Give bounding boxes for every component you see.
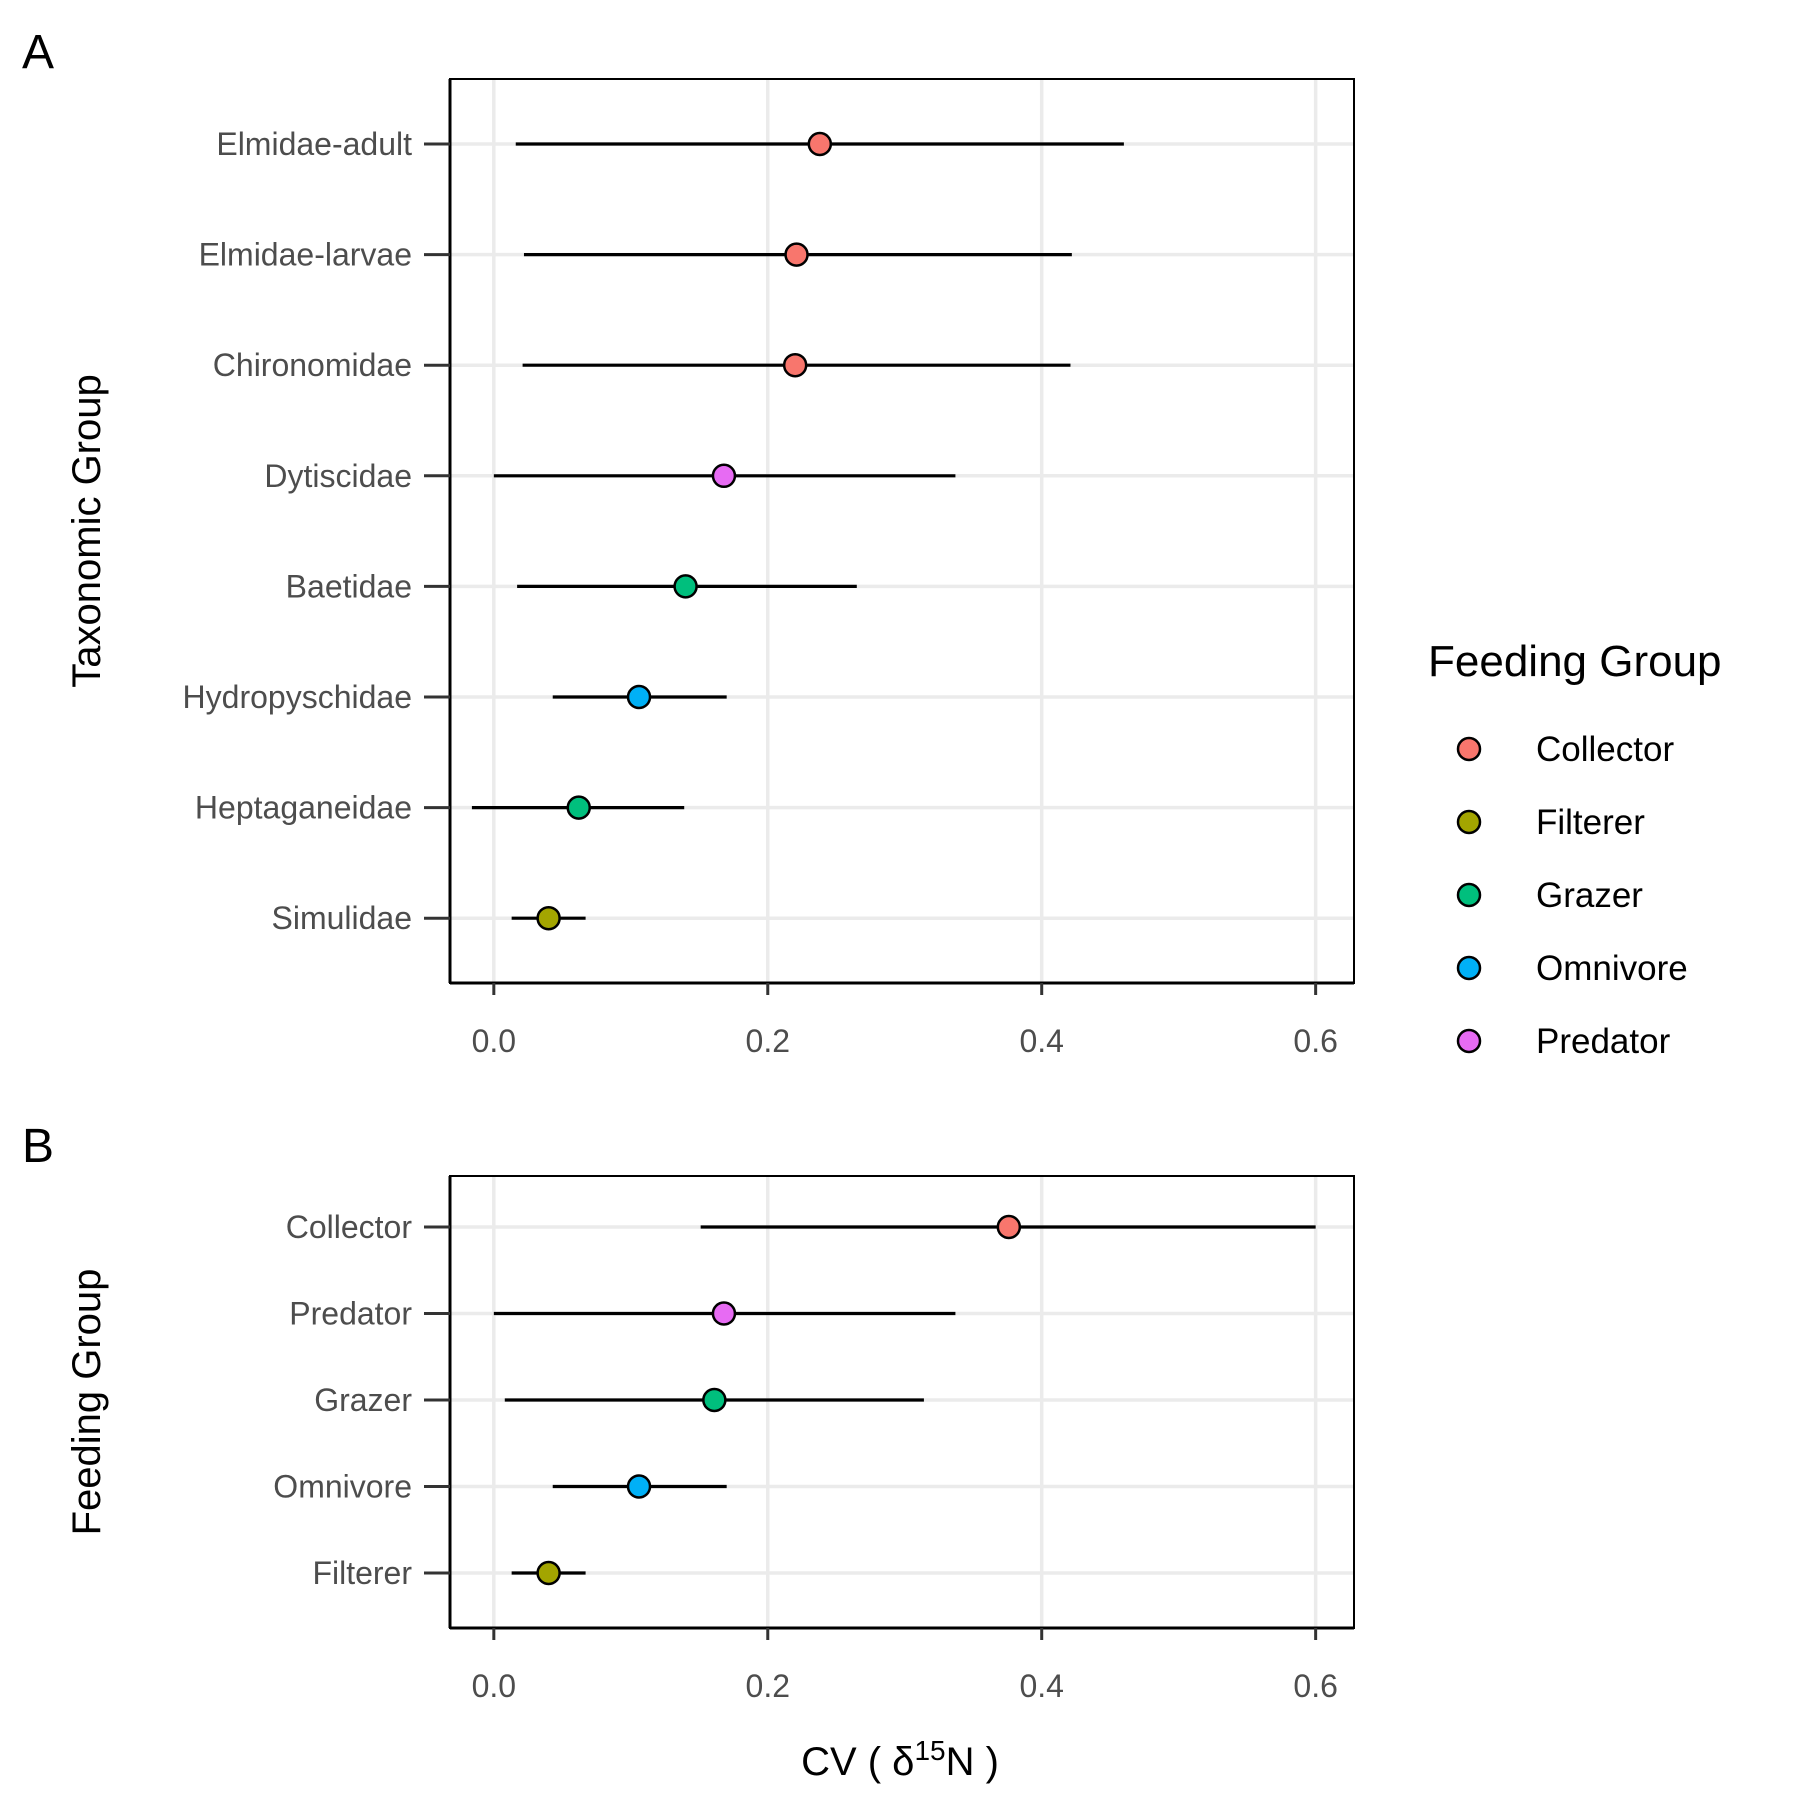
data-point [782, 352, 808, 378]
y-tick-label: Filterer [312, 1555, 412, 1591]
data-point [807, 131, 833, 157]
y-tick-label: Baetidae [286, 568, 412, 604]
y-tick-label: Grazer [314, 1382, 412, 1418]
x-tick-label: 0.2 [746, 1668, 790, 1704]
y-tick-label: Simulidae [271, 900, 412, 936]
x-tick-label: 0.6 [1293, 1668, 1337, 1704]
data-point [673, 574, 698, 599]
legend-key [1456, 1028, 1482, 1054]
panel-label: B [22, 1120, 54, 1173]
legend-key [1456, 736, 1482, 762]
x-tick-label: 0.0 [472, 1668, 516, 1704]
x-tick-label: 0.4 [1019, 1668, 1063, 1704]
y-tick-label: Collector [286, 1209, 413, 1245]
x-tick-label: 0.2 [746, 1023, 790, 1059]
y-tick-label: Elmidae-larvae [199, 237, 412, 273]
legend-key [1456, 955, 1482, 981]
data-point [996, 1214, 1022, 1240]
y-tick-label: Dytiscidae [264, 458, 412, 494]
x-tick-label: 0.4 [1019, 1023, 1063, 1059]
y-tick-label: Hydropyschidae [183, 679, 412, 715]
chart-panel: 0.0 0.2 0.4 0.6 Collector Predator Grazer Omniv… [65, 1175, 1355, 1704]
data-point [626, 684, 652, 710]
data-point [711, 463, 737, 489]
data-point [536, 1560, 561, 1586]
y-axis-title: Feeding Group [65, 1269, 109, 1536]
x-tick-label: 0.0 [472, 1023, 516, 1059]
legend-label: Predator [1536, 1022, 1671, 1061]
data-point [702, 1387, 727, 1413]
y-axis-title: Taxonomic Group [65, 374, 109, 687]
legend-title: Feeding Group [1428, 637, 1722, 686]
legend-label: Filterer [1536, 803, 1645, 842]
panel-label: A [22, 26, 54, 79]
y-tick-label: Predator [289, 1296, 412, 1332]
legend: Feeding Group Collector Filterer Grazer Omn… [1428, 637, 1722, 1061]
panel-border [449, 78, 1355, 984]
y-tick-label: Chironomidae [213, 347, 412, 383]
data-point [566, 795, 592, 820]
y-tick-label: Omnivore [273, 1469, 412, 1505]
data-point [536, 905, 561, 931]
legend-label: Omnivore [1536, 949, 1688, 988]
x-axis-title: CV ( δ15N ) [801, 1735, 999, 1785]
y-tick-label: Elmidae-adult [216, 126, 412, 162]
y-tick-label: Heptaganeidae [195, 790, 412, 826]
data-point [711, 1301, 737, 1326]
data-point [626, 1474, 652, 1499]
chart-panel: 0.0 0.2 0.4 0.6 Elmidae-adult Elmidae-larvae C… [65, 78, 1355, 1059]
legend-label: Collector [1536, 730, 1674, 769]
legend-label: Grazer [1536, 876, 1643, 915]
panel-border [449, 1175, 1355, 1629]
x-tick-label: 0.6 [1293, 1023, 1337, 1059]
legend-key [1456, 809, 1482, 835]
data-point [784, 242, 809, 267]
legend-key [1456, 882, 1482, 908]
